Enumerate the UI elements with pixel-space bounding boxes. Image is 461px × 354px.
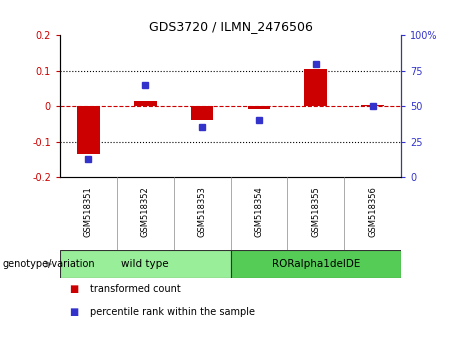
Text: GSM518355: GSM518355: [311, 187, 320, 237]
Text: ■: ■: [69, 284, 78, 293]
Bar: [248, 106, 270, 109]
Bar: [304, 69, 327, 106]
Text: genotype/variation: genotype/variation: [2, 259, 95, 269]
Text: wild type: wild type: [121, 259, 169, 269]
Bar: [361, 105, 384, 106]
Text: GSM518354: GSM518354: [254, 187, 263, 237]
Bar: [77, 106, 100, 154]
Bar: [134, 101, 157, 106]
Text: GSM518356: GSM518356: [368, 187, 377, 237]
Text: GSM518352: GSM518352: [141, 187, 150, 237]
Bar: [191, 106, 213, 120]
Text: RORalpha1delDE: RORalpha1delDE: [272, 259, 360, 269]
Text: ■: ■: [69, 307, 78, 316]
Bar: [230, 250, 401, 278]
Text: transformed count: transformed count: [90, 284, 181, 293]
Title: GDS3720 / ILMN_2476506: GDS3720 / ILMN_2476506: [148, 20, 313, 33]
Text: GSM518351: GSM518351: [84, 187, 93, 237]
Text: percentile rank within the sample: percentile rank within the sample: [90, 307, 255, 316]
Bar: [60, 250, 230, 278]
Text: GSM518353: GSM518353: [198, 187, 207, 237]
